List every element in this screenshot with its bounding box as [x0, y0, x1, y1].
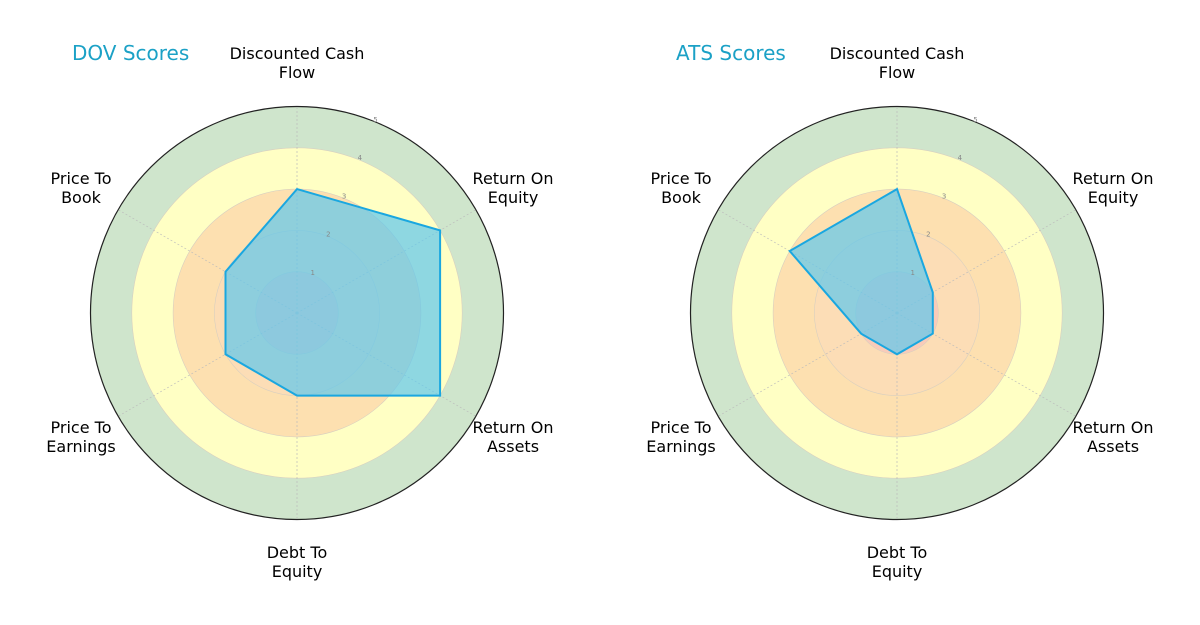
axis-label-price-to-earnings: Price To Earnings: [46, 418, 116, 456]
axis-label-return-on-assets: Return On Assets: [472, 418, 554, 456]
axis-label-debt-to-equity: Debt To Equity: [866, 543, 928, 581]
svg-text:3: 3: [942, 192, 946, 200]
axis-spokes: [717, 106, 1077, 520]
svg-text:4: 4: [358, 154, 363, 162]
outer-boundary: [89, 105, 505, 521]
svg-text:2: 2: [326, 231, 330, 239]
outer-boundary: [689, 105, 1105, 521]
svg-text:4: 4: [958, 154, 963, 162]
svg-text:5: 5: [973, 116, 977, 124]
axis-label-discounted-cash-flow: Discounted Cash Flow: [229, 44, 365, 82]
ats-radar-panel: 1 2 3 4 5 ATS Scores Discounted Cash Flow Re…: [600, 0, 1200, 625]
svg-text:5: 5: [373, 116, 377, 124]
radial-tick-labels: 1 2 3 4 5: [310, 116, 377, 277]
dov-chart-title: DOV Scores: [72, 41, 190, 65]
dov-radar-panel: 1 2 3 4 5 DOV Scores Discounted Cash Flow Re…: [46, 41, 554, 581]
svg-text:2: 2: [926, 231, 930, 239]
axis-label-return-on-equity: Return On Equity: [472, 169, 554, 207]
axis-label-price-to-book: Price To Book: [650, 169, 712, 207]
axis-label-discounted-cash-flow: Discounted Cash Flow: [829, 44, 965, 82]
radial-tick-labels: 1 2 3 4 5: [910, 116, 977, 277]
ats-chart-title: ATS Scores: [676, 41, 786, 65]
svg-text:1: 1: [310, 269, 314, 277]
ats-radar-chart: 1 2 3 4 5: [689, 105, 1105, 521]
axis-label-price-to-book: Price To Book: [50, 169, 112, 207]
axis-label-price-to-earnings: Price To Earnings: [646, 418, 716, 456]
axis-label-return-on-assets: Return On Assets: [1072, 418, 1154, 456]
score-polygon: [788, 187, 934, 356]
axis-label-debt-to-equity: Debt To Equity: [266, 543, 328, 581]
dov-radar-chart: 1 2 3 4 5: [89, 105, 505, 521]
svg-text:3: 3: [342, 192, 346, 200]
axis-label-return-on-equity: Return On Equity: [1072, 169, 1154, 207]
score-polygon: [224, 187, 442, 397]
svg-text:1: 1: [910, 269, 914, 277]
axis-spokes: [117, 106, 477, 520]
